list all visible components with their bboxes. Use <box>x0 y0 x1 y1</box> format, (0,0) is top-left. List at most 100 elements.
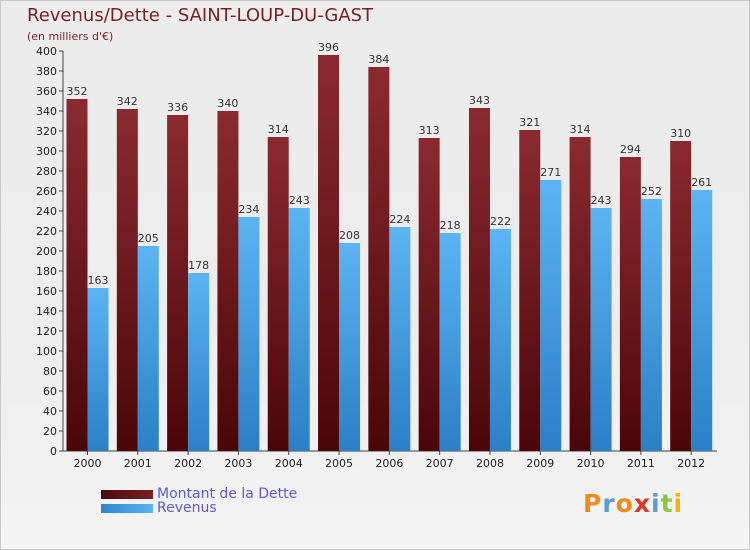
bar-revenus <box>540 180 562 451</box>
logo-letter: t <box>660 489 674 518</box>
legend-label-dette: Montant de la Dette <box>157 486 298 502</box>
chart-subtitle: (en milliers d'€) <box>27 30 114 43</box>
x-tick-label: 2001 <box>124 457 152 470</box>
y-tick-label: 0 <box>50 445 57 458</box>
bar-dette <box>569 137 591 451</box>
bar-dette <box>267 137 289 451</box>
value-label-revenus: 252 <box>641 185 662 198</box>
value-label-dette: 396 <box>318 41 339 54</box>
bar-dette <box>619 157 641 451</box>
value-label-revenus: 222 <box>490 215 511 228</box>
bar-revenus <box>389 227 411 451</box>
bar-dette <box>418 138 440 451</box>
value-label-revenus: 224 <box>389 213 410 226</box>
y-tick-label: 140 <box>36 305 57 318</box>
legend-label-revenus: Revenus <box>157 500 217 516</box>
bar-dette <box>217 111 239 451</box>
value-label-revenus: 163 <box>88 274 109 287</box>
legend: Montant de la Dette Revenus <box>101 486 298 516</box>
bar-dette <box>468 108 490 451</box>
value-label-revenus: 208 <box>339 229 360 242</box>
bar-revenus <box>590 208 612 451</box>
value-label-dette: 340 <box>217 97 238 110</box>
value-label-dette: 336 <box>167 101 188 114</box>
x-tick-label: 2011 <box>627 457 655 470</box>
legend-item-revenus: Revenus <box>101 500 297 516</box>
y-tick-label: 340 <box>36 105 57 118</box>
y-tick-label: 260 <box>36 185 57 198</box>
y-tick-label: 120 <box>36 325 57 338</box>
y-tick-label: 100 <box>36 345 57 358</box>
legend-swatch-revenus <box>101 503 153 513</box>
y-tick-label: 400 <box>36 45 57 58</box>
y-tick-label: 40 <box>43 405 57 418</box>
bar-revenus <box>87 288 109 451</box>
logo-letter: i <box>651 489 661 518</box>
value-label-revenus: 243 <box>289 194 310 207</box>
value-label-revenus: 261 <box>691 176 712 189</box>
y-tick-label: 60 <box>43 385 57 398</box>
x-tick-label: 2003 <box>224 457 252 470</box>
x-tick-label: 2002 <box>174 457 202 470</box>
bar-revenus <box>137 246 159 451</box>
value-label-revenus: 205 <box>138 232 159 245</box>
bar-dette <box>116 109 138 451</box>
bar-revenus <box>640 199 662 451</box>
value-label-dette: 342 <box>117 95 138 108</box>
value-label-dette: 313 <box>419 124 440 137</box>
y-tick-label: 200 <box>36 245 57 258</box>
bar-revenus <box>238 217 260 451</box>
x-tick-label: 2004 <box>275 457 303 470</box>
value-label-dette: 314 <box>570 123 591 136</box>
proxiti-logo: Proxiti <box>583 489 683 518</box>
bar-revenus <box>188 273 210 451</box>
y-tick-label: 360 <box>36 85 57 98</box>
logo-letter: x <box>633 489 651 518</box>
bar-dette <box>167 115 189 451</box>
x-tick-label: 2008 <box>476 457 504 470</box>
bar-revenus <box>339 243 361 451</box>
bar-revenus <box>288 208 310 451</box>
legend-swatch-dette <box>101 489 153 499</box>
value-label-dette: 352 <box>67 85 88 98</box>
bar-dette <box>670 141 692 451</box>
x-tick-label: 2012 <box>677 457 705 470</box>
chart-title: Revenus/Dette - SAINT-LOUP-DU-GAST <box>27 5 374 26</box>
logo-letter: P <box>583 489 603 518</box>
bar-revenus <box>691 190 713 451</box>
value-label-dette: 321 <box>519 116 540 129</box>
value-label-dette: 310 <box>670 127 691 140</box>
y-tick-label: 180 <box>36 265 57 278</box>
x-tick-label: 2000 <box>74 457 102 470</box>
logo-letter: r <box>602 489 616 518</box>
value-label-revenus: 178 <box>188 259 209 272</box>
x-tick-label: 2009 <box>526 457 554 470</box>
y-tick-label: 80 <box>43 365 57 378</box>
bar-dette <box>66 99 88 451</box>
x-tick-label: 2005 <box>325 457 353 470</box>
value-label-revenus: 234 <box>238 203 259 216</box>
bar-revenus <box>439 233 461 451</box>
y-tick-label: 240 <box>36 205 57 218</box>
bar-revenus <box>489 229 511 451</box>
bar-dette <box>318 55 340 451</box>
bar-chart: 0 20 40 60 80 100 120 140 160 180 200 220 240 260 280 3… <box>36 41 717 470</box>
y-tick-label: 320 <box>36 125 57 138</box>
x-tick-label: 2007 <box>426 457 454 470</box>
y-tick-label: 20 <box>43 425 57 438</box>
value-label-dette: 294 <box>620 143 641 156</box>
y-tick-label: 160 <box>36 285 57 298</box>
y-tick-label: 220 <box>36 225 57 238</box>
logo-letter: i <box>673 489 684 518</box>
legend-item-dette: Montant de la Dette <box>101 486 298 502</box>
value-label-dette: 343 <box>469 94 490 107</box>
y-tick-label: 280 <box>36 165 57 178</box>
y-tick-label: 380 <box>36 65 57 78</box>
value-label-revenus: 243 <box>591 194 612 207</box>
value-label-dette: 384 <box>368 53 389 66</box>
logo-letter: o <box>615 489 634 518</box>
x-tick-label: 2006 <box>375 457 403 470</box>
value-label-revenus: 218 <box>440 219 461 232</box>
bar-dette <box>368 67 390 451</box>
